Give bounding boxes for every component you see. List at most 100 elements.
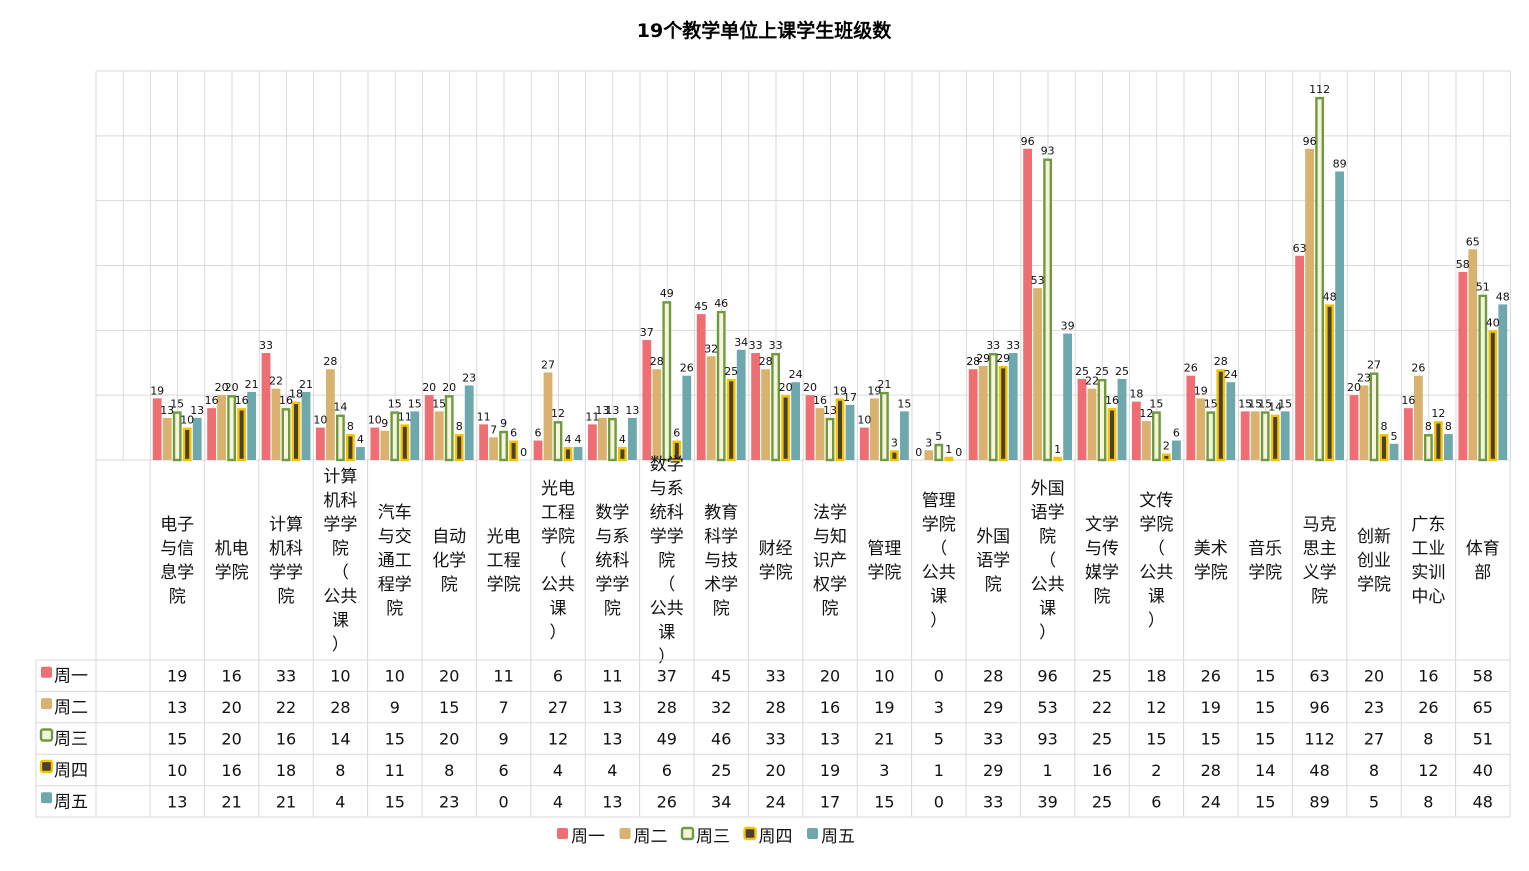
category-label: 光电工程学院（公共课） [541, 479, 575, 643]
table-cell: 33 [983, 730, 1003, 749]
category-label: 自动化学院 [432, 527, 466, 595]
bar [346, 434, 355, 462]
data-label: 112 [1309, 83, 1330, 96]
bar [336, 414, 345, 462]
legend-label: 周二 [634, 827, 668, 847]
data-table: 周一 19 16 33 10 10 20 11 6 11 37 45 33 20 10 0 28 96 25 18 26… [35, 460, 1511, 818]
bar [563, 447, 573, 462]
table-cell: 39 [1037, 792, 1057, 811]
data-label: 11 [398, 410, 412, 423]
legend-item: 周五 [807, 827, 855, 847]
data-label: 6 [1173, 427, 1180, 440]
bar [1033, 288, 1042, 460]
table-cell: 27 [1364, 730, 1384, 749]
data-label: 10 [180, 414, 194, 427]
data-label: 11 [585, 410, 599, 423]
table-cell: 89 [1309, 792, 1329, 811]
bar [1260, 411, 1270, 462]
category-label: 管理学院（公共课） [922, 491, 956, 631]
bar [870, 398, 879, 460]
table-cell: 12 [1418, 761, 1438, 780]
data-label: 20 [225, 381, 239, 394]
bar [1107, 408, 1117, 462]
data-label: 4 [565, 433, 572, 446]
table-cell: 28 [657, 698, 677, 717]
table-cell: 93 [1037, 730, 1057, 749]
legend-marker [557, 828, 568, 839]
data-label: 11 [477, 410, 491, 423]
data-label: 20 [1347, 381, 1361, 394]
category-label: 数学与系统科学学院 [595, 503, 629, 619]
bar [271, 388, 281, 460]
legend-label: 周四 [759, 827, 793, 847]
bar [716, 310, 726, 462]
data-label: 16 [205, 394, 219, 407]
data-label: 22 [1085, 375, 1099, 388]
bar [390, 411, 400, 462]
table-cell: 20 [765, 761, 785, 780]
table-cell: 8 [1423, 730, 1433, 749]
table-cell: 14 [1255, 761, 1275, 780]
data-label: 19 [867, 384, 881, 397]
table-cell: 28 [983, 667, 1003, 686]
data-label: 51 [1476, 281, 1490, 294]
table-cell: 10 [330, 667, 350, 686]
data-label: 28 [759, 355, 773, 368]
data-label: 28 [1214, 355, 1228, 368]
table-cell: 33 [276, 667, 296, 686]
table-cell: 13 [602, 730, 622, 749]
data-label: 2 [1163, 440, 1170, 453]
bar [1488, 330, 1498, 462]
table-cell: 10 [874, 667, 894, 686]
data-label: 13 [190, 404, 204, 417]
category-label: 数学与系统科学学院（公共课） [650, 455, 684, 667]
table-cell: 40 [1473, 761, 1493, 780]
table-cell: 20 [439, 730, 459, 749]
table-cell: 11 [493, 667, 513, 686]
data-label: 15 [1258, 397, 1272, 410]
legend-item: 周一 [557, 827, 605, 847]
bar [543, 372, 553, 460]
table-cell: 25 [1092, 667, 1112, 686]
bar [1369, 372, 1379, 462]
data-label: 12 [1139, 407, 1153, 420]
data-label: 15 [1238, 397, 1252, 410]
table-cell: 24 [765, 792, 785, 811]
category-label: 马克思主义学院 [1303, 515, 1337, 607]
data-label: 34 [734, 336, 748, 349]
data-label: 21 [877, 378, 891, 391]
bar [1117, 378, 1127, 460]
table-cell: 2 [1151, 761, 1161, 780]
bar [182, 427, 192, 462]
table-cell: 45 [711, 667, 731, 686]
table-cell: 6 [1151, 792, 1161, 811]
bar [301, 391, 311, 460]
table-cell: 0 [934, 792, 944, 811]
bar [1335, 171, 1344, 460]
bar [682, 375, 692, 460]
bar [1008, 353, 1018, 460]
bar [1053, 456, 1063, 462]
bar [291, 401, 301, 462]
data-label: 23 [1357, 371, 1371, 384]
bar [900, 411, 909, 460]
data-label: 14 [1268, 401, 1282, 414]
table-cell: 14 [330, 730, 350, 749]
table-cell: 15 [167, 730, 187, 749]
data-label: 16 [279, 394, 293, 407]
legend-label: 周五 [821, 827, 855, 847]
bar [1433, 421, 1443, 462]
data-label: 89 [1333, 157, 1347, 170]
table-cell: 20 [439, 667, 459, 686]
data-label: 8 [1445, 420, 1452, 433]
category-label: 音乐学院 [1248, 539, 1282, 583]
data-label: 15 [388, 397, 402, 410]
category-label: 广东工业实训中心 [1411, 515, 1445, 607]
category-label: 财经学院 [759, 539, 793, 583]
table-cell: 8 [1369, 761, 1379, 780]
data-label: 19 [833, 384, 847, 397]
data-label: 16 [1105, 394, 1119, 407]
category-label: 文传学院（公共课） [1139, 491, 1173, 631]
category-label: 法学与知识产权学院 [813, 503, 847, 619]
data-label: 8 [456, 420, 463, 433]
